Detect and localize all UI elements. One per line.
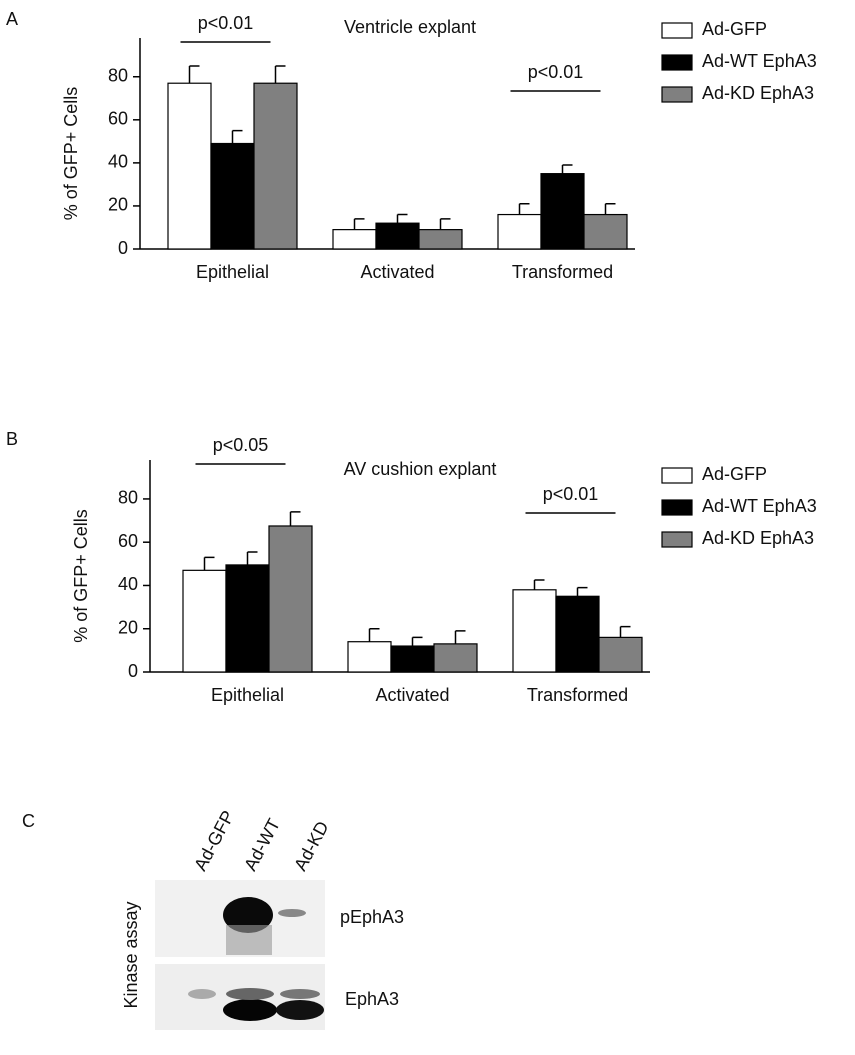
legend-label: Ad-GFP <box>702 19 767 39</box>
blot-band <box>280 989 320 999</box>
legend-swatch <box>661 54 693 71</box>
legend-swatch <box>661 467 693 484</box>
bar <box>332 229 377 250</box>
blot-band <box>276 1000 324 1020</box>
panel-label: B <box>6 429 18 449</box>
y-tick-label: 40 <box>118 574 138 594</box>
error-bar <box>439 218 451 230</box>
x-tick-label: Epithelial <box>211 685 284 705</box>
blot-band <box>188 989 216 999</box>
chart-title: AV cushion explant <box>344 459 497 479</box>
y-tick-label: 40 <box>108 152 128 172</box>
bar <box>598 636 643 673</box>
bar <box>433 643 478 673</box>
error-bar <box>411 636 423 647</box>
lane-label: Ad-KD <box>290 818 333 874</box>
y-axis-label: % of GFP+ Cells <box>61 87 81 221</box>
blot-band <box>223 897 273 933</box>
error-bar <box>561 164 573 174</box>
y-tick-label: 60 <box>108 109 128 129</box>
bar <box>225 564 270 673</box>
lane-label: Ad-WT <box>240 815 284 874</box>
bar <box>390 645 435 673</box>
bar <box>497 213 542 250</box>
error-bar <box>619 625 631 638</box>
x-tick-label: Activated <box>360 262 434 282</box>
bar <box>167 82 212 250</box>
significance-label: p<0.05 <box>213 435 269 455</box>
bar <box>540 173 585 250</box>
significance-label: p<0.01 <box>528 62 584 82</box>
error-bar <box>576 586 588 597</box>
legend-swatch <box>661 86 693 103</box>
bar <box>347 641 392 673</box>
blot-band <box>226 988 274 1000</box>
chart-title: Ventricle explant <box>344 17 476 37</box>
error-bar <box>353 218 365 230</box>
legend-label: Ad-WT EphA3 <box>702 51 817 71</box>
y-tick-label: 0 <box>128 661 138 681</box>
bar <box>375 222 420 250</box>
bar <box>583 213 628 250</box>
error-bar <box>533 579 545 590</box>
bar <box>418 229 463 250</box>
bar <box>182 569 227 673</box>
bar <box>253 82 298 250</box>
error-bar <box>231 129 243 144</box>
y-tick-label: 80 <box>118 488 138 508</box>
panel-label: A <box>6 9 18 29</box>
x-tick-label: Activated <box>375 685 449 705</box>
x-tick-label: Epithelial <box>196 262 269 282</box>
legend-label: Ad-WT EphA3 <box>702 496 817 516</box>
row-label: EphA3 <box>345 989 399 1009</box>
bar <box>512 589 557 673</box>
significance-label: p<0.01 <box>543 484 599 504</box>
blot-band <box>278 909 306 917</box>
error-bar <box>274 65 286 84</box>
blot: Ad-GFP Ad-WT Ad-KD Kinase assay pEphA3 E… <box>121 807 404 1030</box>
side-label: Kinase assay <box>121 901 141 1008</box>
y-tick-label: 80 <box>108 66 128 86</box>
x-tick-label: Transformed <box>512 262 613 282</box>
y-tick-label: 60 <box>118 531 138 551</box>
y-axis-label: % of GFP+ Cells <box>71 509 91 643</box>
blot-smear <box>226 925 272 955</box>
error-bar <box>203 556 215 571</box>
lane-label: Ad-GFP <box>190 807 238 874</box>
error-bar <box>454 630 466 644</box>
y-tick-label: 0 <box>118 238 128 258</box>
bar <box>210 142 255 250</box>
legend-swatch <box>661 22 693 39</box>
legend-label: Ad-GFP <box>702 464 767 484</box>
error-bar <box>246 551 258 565</box>
blot-band <box>223 999 277 1021</box>
legend-label: Ad-KD EphA3 <box>702 528 814 548</box>
error-bar <box>188 65 200 84</box>
significance-label: p<0.01 <box>198 13 254 33</box>
bar <box>268 525 313 673</box>
error-bar <box>604 203 616 215</box>
legend-label: Ad-KD EphA3 <box>702 83 814 103</box>
y-tick-label: 20 <box>118 617 138 637</box>
x-tick-label: Transformed <box>527 685 628 705</box>
error-bar <box>289 511 301 526</box>
error-bar <box>368 627 380 642</box>
row-label: pEphA3 <box>340 907 404 927</box>
panel-label: C <box>22 811 35 831</box>
legend-swatch <box>661 531 693 548</box>
legend-swatch <box>661 499 693 516</box>
bar <box>555 595 600 673</box>
y-tick-label: 20 <box>108 195 128 215</box>
error-bar <box>396 213 408 224</box>
error-bar <box>518 203 530 215</box>
